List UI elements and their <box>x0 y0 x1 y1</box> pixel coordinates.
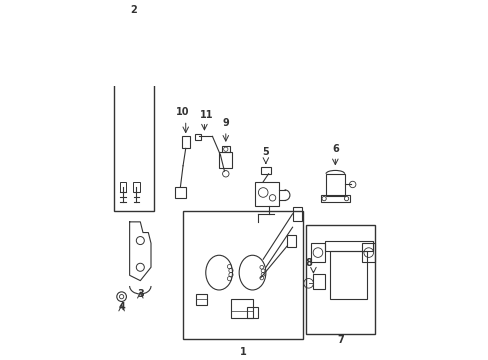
Text: 6: 6 <box>331 144 338 154</box>
Bar <box>305 225 375 334</box>
Bar <box>325 174 344 197</box>
Bar <box>219 152 232 168</box>
Bar <box>195 134 201 140</box>
Bar <box>361 243 375 262</box>
Bar <box>183 211 303 339</box>
Bar <box>133 182 139 193</box>
Text: 1: 1 <box>239 347 246 357</box>
Bar <box>222 146 229 152</box>
Bar <box>324 240 372 251</box>
Bar <box>292 207 301 221</box>
Text: 5: 5 <box>262 147 269 157</box>
Text: 2: 2 <box>130 5 137 15</box>
Bar <box>231 299 252 318</box>
Bar <box>320 195 349 202</box>
Text: 4: 4 <box>118 302 125 312</box>
Text: 7: 7 <box>337 336 344 345</box>
Bar <box>175 187 185 198</box>
Bar <box>255 182 279 206</box>
Text: 9: 9 <box>222 118 229 128</box>
Bar <box>113 19 153 211</box>
Bar <box>246 307 257 318</box>
Text: 11: 11 <box>200 110 213 120</box>
Text: 8: 8 <box>305 258 311 268</box>
Bar <box>313 274 325 289</box>
Bar <box>329 251 366 299</box>
Text: 10: 10 <box>176 107 189 117</box>
Bar <box>286 235 295 247</box>
Bar <box>120 182 126 193</box>
Bar <box>182 136 189 148</box>
Bar <box>260 167 271 174</box>
Bar <box>196 294 207 305</box>
Text: 3: 3 <box>137 289 143 299</box>
Bar <box>311 243 324 262</box>
